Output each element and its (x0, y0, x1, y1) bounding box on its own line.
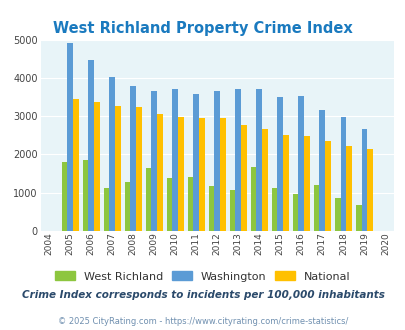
Bar (324, 141, 330, 231)
Bar (62, 162, 67, 231)
Bar (94, 102, 99, 231)
Bar (250, 167, 256, 231)
Bar (271, 188, 277, 231)
Bar (88, 60, 94, 231)
Bar (151, 91, 157, 231)
Bar (187, 177, 193, 231)
Bar (115, 106, 120, 231)
Bar (298, 96, 303, 231)
Bar (145, 168, 151, 231)
Bar (220, 118, 225, 231)
Bar (340, 117, 345, 231)
Bar (130, 86, 136, 231)
Bar (319, 110, 324, 231)
Bar (366, 149, 372, 231)
Bar (208, 186, 214, 231)
Bar (157, 114, 162, 231)
Bar (361, 129, 366, 231)
Bar (82, 160, 88, 231)
Bar (229, 190, 235, 231)
Bar (177, 117, 183, 231)
Text: © 2025 CityRating.com - https://www.cityrating.com/crime-statistics/: © 2025 CityRating.com - https://www.city… (58, 317, 347, 326)
Legend: West Richland, Washington, National: West Richland, Washington, National (55, 271, 350, 281)
Bar (235, 89, 241, 231)
Bar (282, 135, 288, 231)
Bar (313, 185, 319, 231)
Bar (256, 89, 262, 231)
Bar (303, 136, 309, 231)
Bar (345, 146, 351, 231)
Bar (262, 129, 267, 231)
Bar (334, 198, 340, 231)
Bar (292, 194, 298, 231)
Bar (241, 125, 246, 231)
Bar (136, 107, 141, 231)
Bar (277, 97, 282, 231)
Bar (67, 43, 72, 231)
Text: Crime Index corresponds to incidents per 100,000 inhabitants: Crime Index corresponds to incidents per… (21, 290, 384, 300)
Bar (193, 94, 198, 231)
Bar (124, 182, 130, 231)
Bar (198, 118, 204, 231)
Bar (214, 90, 220, 231)
Bar (172, 89, 177, 231)
Bar (72, 99, 78, 231)
Bar (103, 188, 109, 231)
Bar (166, 178, 172, 231)
Bar (355, 205, 361, 231)
Bar (109, 77, 115, 231)
Text: West Richland Property Crime Index: West Richland Property Crime Index (53, 21, 352, 36)
